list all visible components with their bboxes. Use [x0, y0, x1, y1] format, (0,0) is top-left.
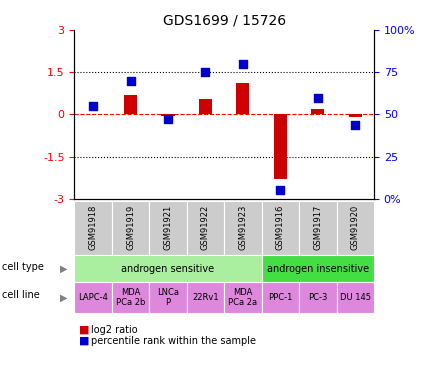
Bar — [349, 114, 362, 117]
Bar — [199, 99, 212, 114]
Bar — [311, 109, 324, 114]
Point — [277, 188, 284, 194]
Text: GSM91916: GSM91916 — [276, 205, 285, 251]
Bar — [274, 114, 287, 179]
Text: 22Rv1: 22Rv1 — [192, 293, 219, 302]
Bar — [236, 84, 249, 114]
Title: GDS1699 / 15726: GDS1699 / 15726 — [163, 13, 286, 27]
Point — [164, 116, 171, 122]
Text: ■: ■ — [79, 336, 89, 346]
Text: ▶: ▶ — [60, 264, 68, 273]
Text: cell type: cell type — [2, 262, 44, 272]
Text: cell line: cell line — [2, 291, 40, 300]
Text: log2 ratio: log2 ratio — [91, 325, 138, 334]
Text: GSM91917: GSM91917 — [313, 205, 322, 251]
Point — [240, 61, 246, 67]
Text: MDA
PCa 2a: MDA PCa 2a — [228, 288, 258, 307]
Text: GSM91919: GSM91919 — [126, 205, 135, 251]
Text: androgen insensitive: androgen insensitive — [267, 264, 369, 273]
Point — [127, 78, 134, 84]
Text: GSM91920: GSM91920 — [351, 205, 360, 251]
Point — [352, 122, 359, 128]
Text: MDA
PCa 2b: MDA PCa 2b — [116, 288, 145, 307]
Text: LNCa
P: LNCa P — [157, 288, 179, 307]
Text: GSM91921: GSM91921 — [164, 205, 173, 251]
Point — [314, 94, 321, 100]
Text: GSM91922: GSM91922 — [201, 205, 210, 251]
Text: LAPC-4: LAPC-4 — [78, 293, 108, 302]
Text: PPC-1: PPC-1 — [268, 293, 292, 302]
Point — [90, 103, 96, 109]
Text: ■: ■ — [79, 325, 89, 334]
Point — [202, 69, 209, 75]
Text: GSM91923: GSM91923 — [238, 205, 247, 251]
Text: PC-3: PC-3 — [308, 293, 328, 302]
Text: ▶: ▶ — [60, 292, 68, 302]
Text: androgen sensitive: androgen sensitive — [122, 264, 215, 273]
Text: DU 145: DU 145 — [340, 293, 371, 302]
Text: GSM91918: GSM91918 — [88, 205, 98, 251]
Text: percentile rank within the sample: percentile rank within the sample — [91, 336, 256, 346]
Bar — [124, 95, 137, 114]
Bar — [162, 114, 175, 116]
